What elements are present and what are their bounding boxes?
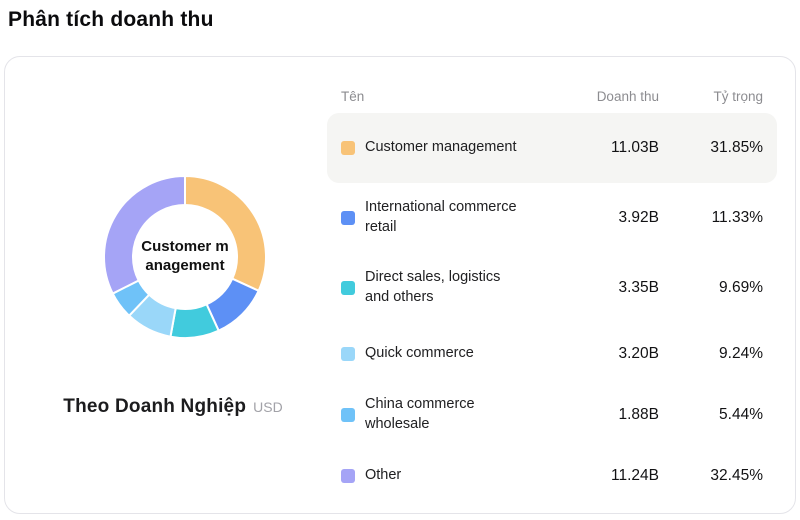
legend-swatch — [341, 346, 355, 361]
donut-chart[interactable]: Customer management — [102, 174, 268, 340]
segment-share: 11.33% — [711, 209, 763, 226]
table-row[interactable]: Customer management 11.03B 31.85% — [327, 113, 777, 183]
table-header-row: Tên Doanh thu Tỷ trọng — [327, 79, 777, 113]
table-row[interactable]: International commerce retail 3.92B 11.33% — [327, 183, 777, 253]
col-header-revenue: Doanh thu — [596, 88, 659, 104]
segment-name: China commerce wholesale — [365, 395, 475, 432]
segment-name-cell: International commerce retail — [341, 198, 549, 237]
segment-share: 31.85% — [710, 139, 763, 156]
segment-name: Other — [365, 466, 402, 483]
legend-swatch — [341, 407, 355, 422]
segment-name-cell: Customer management — [341, 138, 549, 158]
segment-name: Quick commerce — [365, 344, 474, 361]
segment-share: 5.44% — [719, 405, 763, 423]
segment-revenue: 3.92B — [618, 209, 659, 226]
legend-swatch — [341, 211, 355, 225]
table-row[interactable]: Quick commerce 3.20B 9.24% — [327, 323, 777, 384]
donut-segment-0[interactable] — [184, 175, 267, 292]
donut-svg — [103, 175, 267, 340]
revenue-analysis-card: Customer management Theo Doanh Nghiệp USD… — [4, 56, 796, 514]
segment-name: International commerce retail — [365, 199, 517, 235]
breakdown-table: Tên Doanh thu Tỷ trọng Customer manageme… — [327, 79, 777, 506]
page-title: Phân tích doanh thu — [8, 8, 214, 31]
currency-unit: USD — [253, 399, 283, 415]
segment-revenue: 1.88B — [618, 405, 659, 423]
table-row[interactable]: Direct sales, logistics and others 3.35B 9… — [327, 253, 777, 323]
segment-revenue: 3.20B — [618, 344, 659, 362]
segment-revenue: 3.35B — [618, 279, 659, 296]
segment-revenue: 11.24B — [611, 466, 659, 484]
segment-name-cell: Other — [341, 466, 549, 486]
segment-name: Direct sales, logistics and others — [365, 269, 501, 305]
table-row[interactable]: Other 11.24B 32.45% — [327, 445, 777, 506]
legend-swatch — [341, 141, 355, 155]
caption-text: Theo Doanh Nghiệp — [63, 396, 247, 417]
segment-share: 9.69% — [719, 279, 763, 296]
segment-revenue: 11.03B — [611, 139, 659, 156]
legend-swatch — [341, 281, 355, 295]
chart-caption: Theo Doanh Nghiệp USD — [5, 396, 341, 418]
segment-name-cell: China commerce wholesale — [341, 395, 549, 434]
segment-name-cell: Quick commerce — [341, 344, 549, 364]
segment-share: 9.24% — [719, 344, 763, 362]
table-row[interactable]: China commerce wholesale 1.88B 5.44% — [327, 384, 777, 445]
segment-name-cell: Direct sales, logistics and others — [341, 268, 549, 307]
table-body: Customer management 11.03B 31.85% Internati… — [327, 113, 777, 506]
segment-name: Customer management — [365, 139, 517, 156]
segment-share: 32.45% — [710, 466, 763, 484]
col-header-name: Tên — [341, 88, 365, 104]
donut-segment-5[interactable] — [103, 175, 186, 295]
col-header-share: Tỷ trọng — [713, 88, 763, 104]
legend-swatch — [341, 468, 355, 483]
